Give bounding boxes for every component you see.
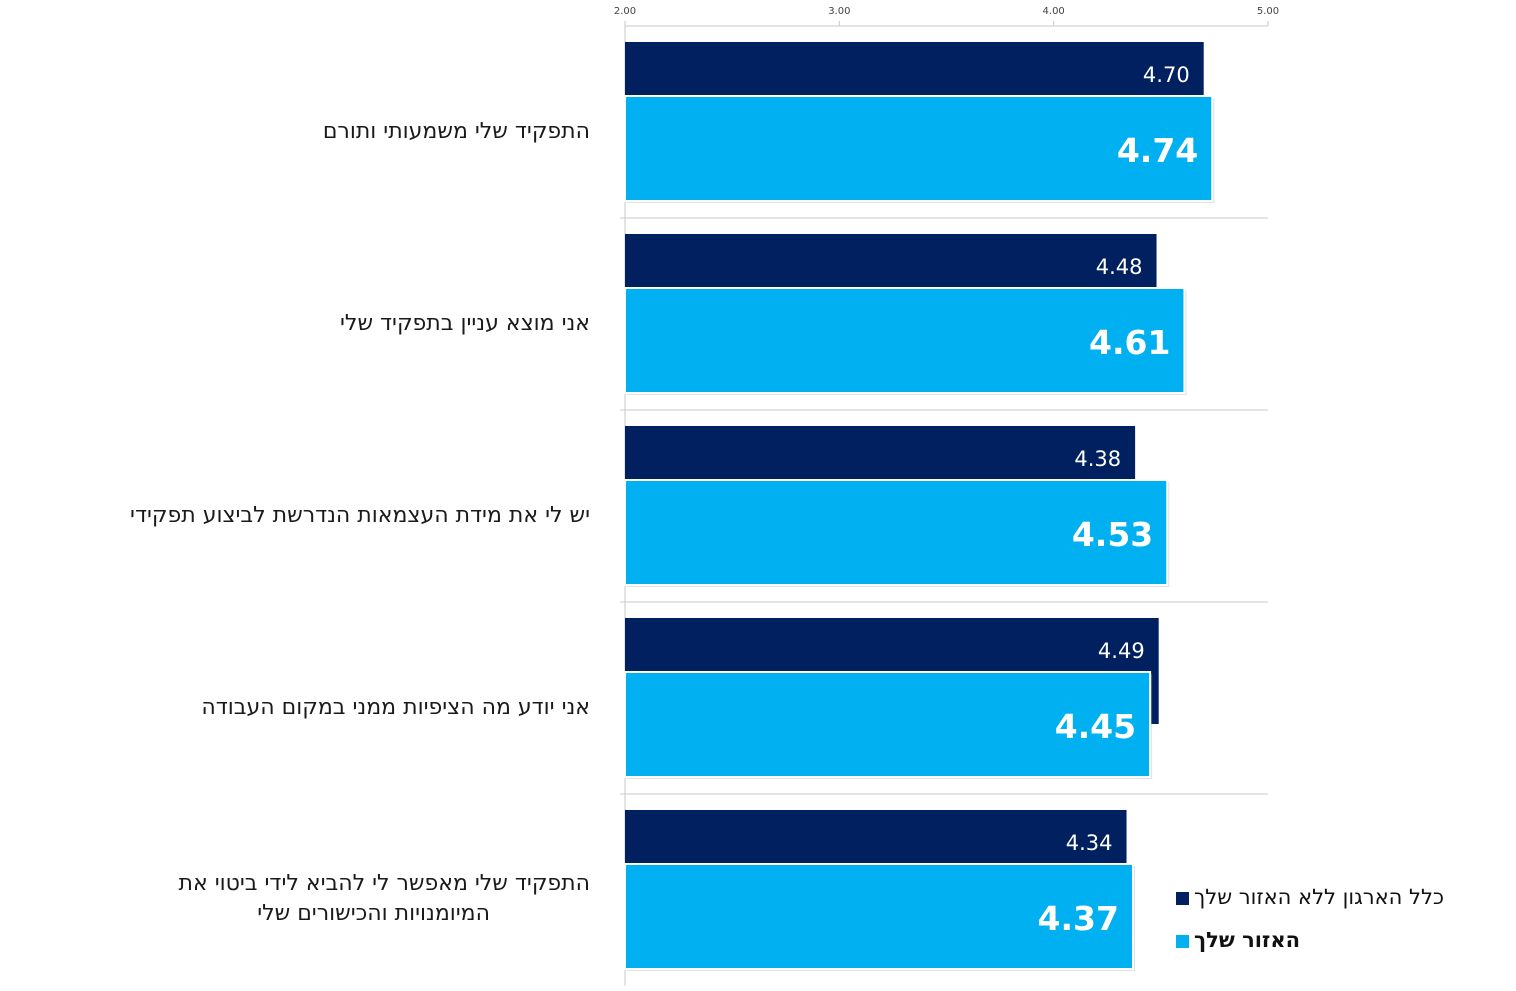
legend-swatch — [1176, 892, 1189, 905]
category-label-line: אני יודע מה הציפיות ממני במקום העבודה — [201, 695, 590, 720]
data-label-overall: 4.38 — [1074, 447, 1121, 471]
x-tick-label: 3.00 — [828, 6, 850, 17]
bar-region — [624, 287, 1186, 394]
category-label: התפקיד שלי מאפשר לי להביא לידי ביטוי את ה… — [10, 869, 590, 929]
data-label-region: 4.45 — [1055, 707, 1136, 746]
data-label-region: 4.61 — [1089, 323, 1170, 362]
data-label-region: 4.74 — [1117, 131, 1198, 170]
category-label-line: התפקיד שלי מאפשר לי להביא לידי ביטוי את — [178, 871, 590, 896]
data-label-region: 4.37 — [1038, 899, 1119, 938]
category-label-line: אני מוצא עניין בתפקיד שלי — [340, 311, 590, 336]
category-label: אני יודע מה הציפיות ממני במקום העבודה — [10, 693, 590, 723]
bar-region — [624, 479, 1169, 586]
legend-label: האזור שלך — [1194, 928, 1301, 952]
data-label-region: 4.53 — [1072, 515, 1153, 554]
x-tick-label: 4.00 — [1043, 6, 1065, 17]
data-label-overall: 4.49 — [1098, 639, 1145, 663]
category-label: יש לי את מידת העצמאות הנדרשת לביצוע תפקי… — [10, 501, 590, 531]
data-label-overall: 4.34 — [1066, 831, 1113, 855]
legend-label: כלל הארגון ללא האזור שלך — [1194, 885, 1444, 909]
category-label-line: המיומנויות והכישורים שלי — [257, 901, 490, 926]
category-label-line: התפקיד שלי משמעותי ותורם — [322, 119, 590, 144]
legend-swatch — [1176, 935, 1189, 948]
bar-region — [624, 671, 1152, 778]
data-label-overall: 4.70 — [1143, 63, 1190, 87]
category-label: אני מוצא עניין בתפקיד שלי — [10, 309, 590, 339]
x-tick-label: 2.00 — [614, 6, 636, 17]
bar-region — [624, 95, 1214, 202]
x-tick-label: 5.00 — [1257, 6, 1279, 17]
category-label: התפקיד שלי משמעותי ותורם — [10, 117, 590, 147]
category-label-line: יש לי את מידת העצמאות הנדרשת לביצוע תפקי… — [130, 503, 590, 528]
data-label-overall: 4.48 — [1096, 255, 1143, 279]
bar-region — [624, 863, 1134, 970]
